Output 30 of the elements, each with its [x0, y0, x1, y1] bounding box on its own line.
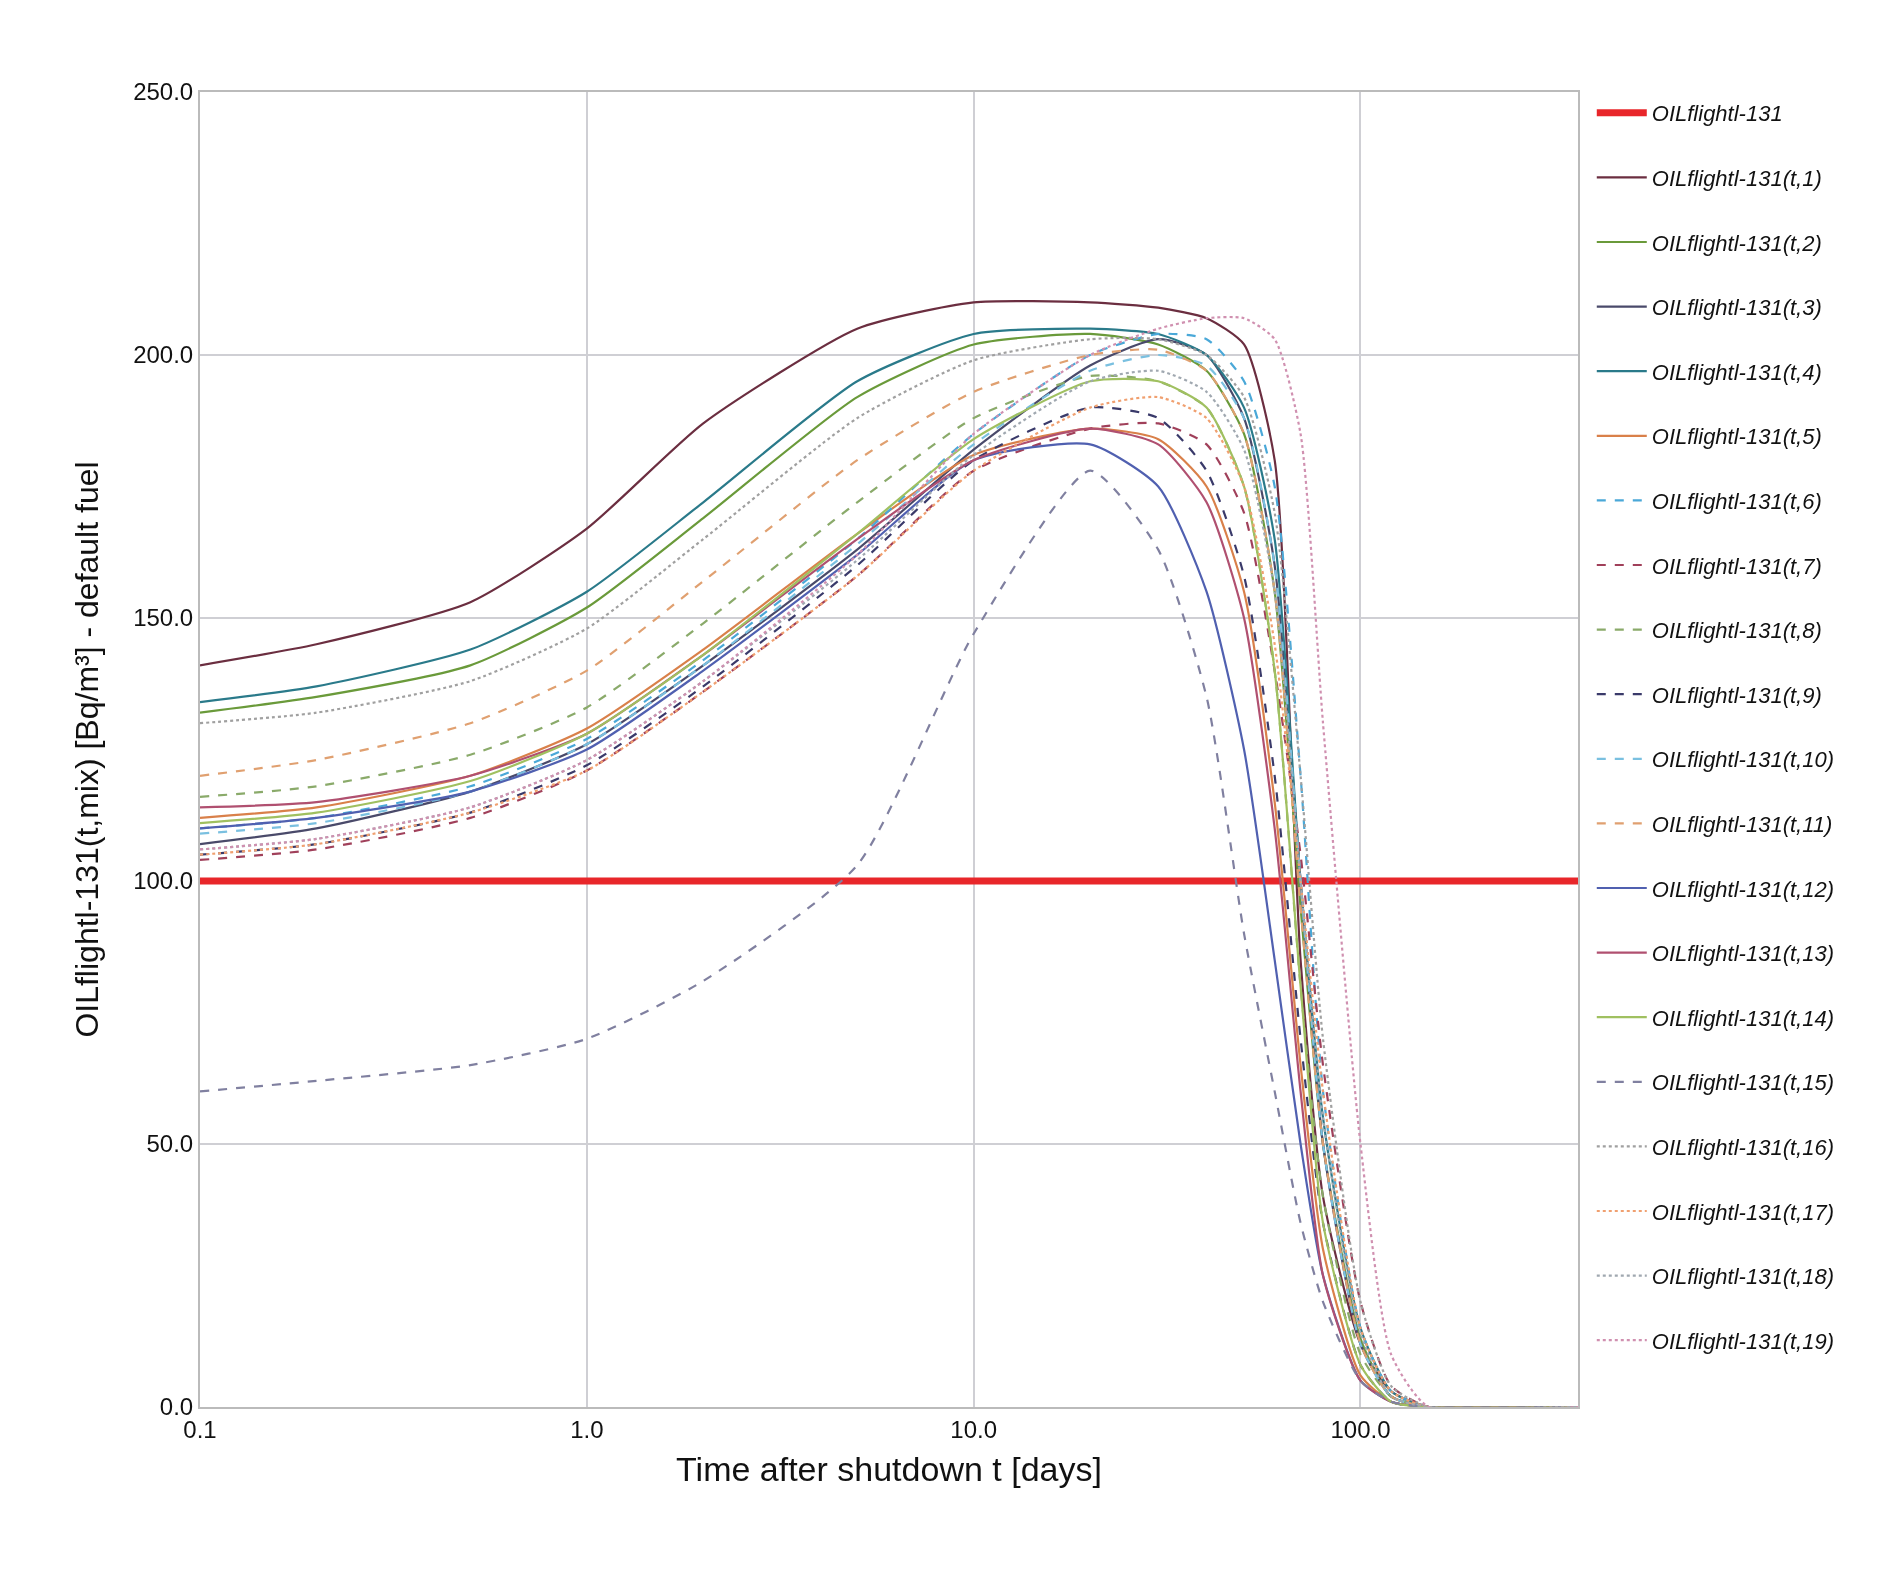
legend-label: OILflightl-131(t,12): [1651, 876, 1834, 902]
legend-label: OILflightl-131(t,4): [1651, 359, 1822, 385]
legend-label: OILflightl-131(t,13): [1651, 941, 1834, 967]
legend-label: OILflightl-131(t,1): [1651, 165, 1822, 191]
x-tick-label: 100.0: [1330, 1415, 1391, 1443]
x-tick-label: 10.0: [950, 1415, 998, 1443]
legend-label: OILflightl-131(t,18): [1651, 1264, 1834, 1290]
legend-label: OILflightl-131(t,11): [1651, 811, 1833, 837]
legend-label: OILflightl-131(t,3): [1651, 295, 1822, 321]
y-tick-label: 150.0: [133, 604, 194, 632]
y-tick-label: 250.0: [133, 78, 194, 106]
x-axis-title: Time after shutdown t [days]: [676, 1449, 1102, 1488]
legend-label: OILflightl-131(t,19): [1651, 1328, 1834, 1354]
y-axis-title: OILflightl-131(t,mix) [Bq/m³] - default fuel: [68, 461, 105, 1038]
legend-label: OILflightl-131(t,7): [1651, 553, 1822, 579]
y-tick-label: 200.0: [133, 341, 194, 369]
x-tick-label: 1.0: [570, 1415, 604, 1443]
legend-label: OILflightl-131(t,9): [1651, 682, 1822, 708]
legend-label: OILflightl-131(t,2): [1651, 230, 1822, 256]
legend-label: OILflightl-131: [1651, 101, 1783, 127]
legend-label: OILflightl-131(t,16): [1651, 1134, 1834, 1160]
legend-label: OILflightl-131(t,6): [1651, 488, 1822, 514]
y-tick-label: 50.0: [146, 1130, 194, 1158]
legend-label: OILflightl-131(t,14): [1651, 1005, 1834, 1031]
y-tick-label: 100.0: [133, 867, 194, 895]
legend-label: OILflightl-131(t,5): [1651, 424, 1822, 450]
legend-label: OILflightl-131(t,17): [1651, 1199, 1834, 1225]
legend-label: OILflightl-131(t,15): [1651, 1070, 1834, 1096]
legend-label: OILflightl-131(t,10): [1651, 747, 1834, 773]
legend-label: OILflightl-131(t,8): [1651, 618, 1822, 644]
